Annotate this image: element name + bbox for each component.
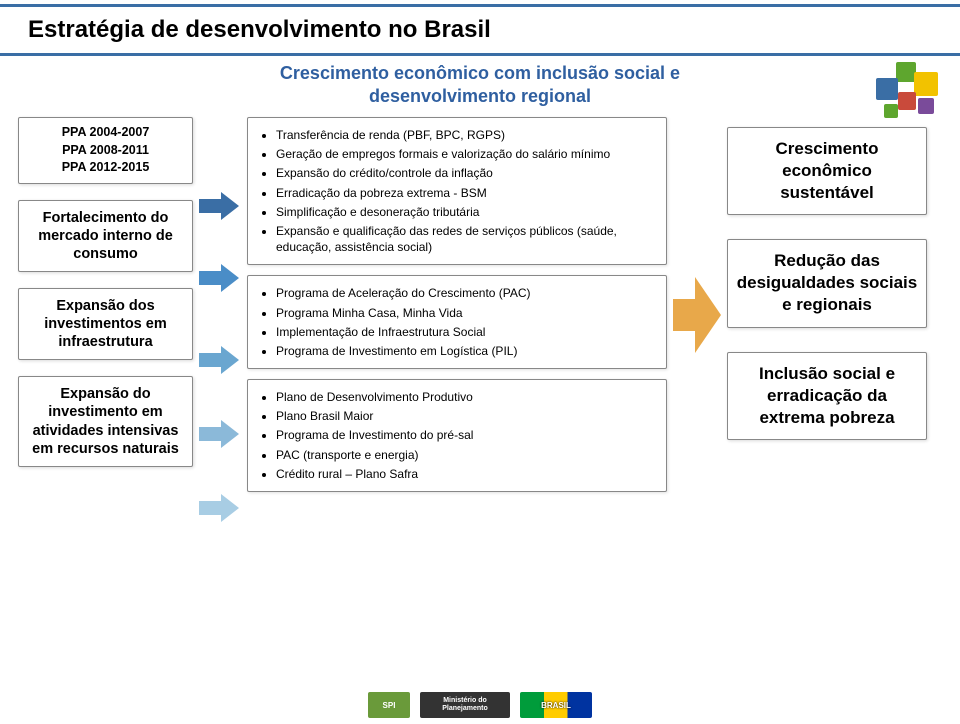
arrow-icon	[199, 494, 241, 522]
list-item: Crédito rural – Plano Safra	[276, 466, 658, 482]
list-item: Simplificação e desoneração tributária	[276, 204, 658, 220]
logo-spi: SPI	[368, 692, 410, 718]
left-box-2: Expansão dos investimentos em infraestru…	[18, 288, 193, 360]
right-box-2: Redução das desigualdades sociais e regi…	[727, 239, 927, 327]
list-item: Expansão do crédito/controle da inflação	[276, 165, 658, 181]
list-item: Plano de Desenvolvimento Produtivo	[276, 389, 658, 405]
mid-box-1: Transferência de renda (PBF, BPC, RGPS) …	[247, 117, 667, 265]
right-column: Crescimento econômico sustentável Reduçã…	[727, 117, 927, 440]
list-item: PAC (transporte e energia)	[276, 447, 658, 463]
arrow-icon	[199, 420, 241, 448]
arrow-icon	[199, 264, 241, 292]
list-item: Programa Minha Casa, Minha Vida	[276, 305, 658, 321]
middle-column: Transferência de renda (PBF, BPC, RGPS) …	[247, 117, 667, 492]
left-box-3: Expansão do investimento em atividades i…	[18, 376, 193, 467]
arrows-column	[199, 117, 241, 522]
ppa-line: PPA 2008-2011	[27, 142, 184, 160]
arrow-icon	[199, 346, 241, 374]
ppa-line: PPA 2012-2015	[27, 159, 184, 177]
diagram-content: PPA 2004-2007 PPA 2008-2011 PPA 2012-201…	[0, 117, 960, 522]
list-item: Erradicação da pobreza extrema - BSM	[276, 185, 658, 201]
logo-brasil: BRASIL	[520, 692, 592, 718]
list-item: Expansão e qualificação das redes de ser…	[276, 223, 658, 255]
subtitle: Crescimento econômico com inclusão socia…	[220, 62, 740, 107]
logo-mp: Ministério do Planejamento	[420, 692, 510, 718]
list-item: Transferência de renda (PBF, BPC, RGPS)	[276, 127, 658, 143]
corner-decoration	[858, 60, 948, 130]
list-item: Programa de Investimento em Logística (P…	[276, 343, 658, 359]
list-item: Implementação de Infraestrutura Social	[276, 324, 658, 340]
left-box-1: Fortalecimento do mercado interno de con…	[18, 200, 193, 272]
list-item: Programa de Aceleração do Crescimento (P…	[276, 285, 658, 301]
right-box-1: Crescimento econômico sustentável	[727, 127, 927, 215]
footer-logos: SPI Ministério do Planejamento BRASIL	[0, 692, 960, 718]
list-item: Plano Brasil Maior	[276, 408, 658, 424]
left-column: PPA 2004-2007 PPA 2008-2011 PPA 2012-201…	[18, 117, 193, 467]
list-item: Geração de empregos formais e valorizaçã…	[276, 146, 658, 162]
ppa-line: PPA 2004-2007	[27, 124, 184, 142]
list-item: Programa de Investimento do pré-sal	[276, 427, 658, 443]
arrow-icon	[673, 277, 721, 353]
page-title: Estratégia de desenvolvimento no Brasil	[28, 16, 491, 44]
title-bar: Estratégia de desenvolvimento no Brasil	[0, 4, 960, 56]
big-arrow-column	[673, 117, 721, 353]
mid-box-3: Plano de Desenvolvimento Produtivo Plano…	[247, 379, 667, 492]
mid-box-2: Programa de Aceleração do Crescimento (P…	[247, 275, 667, 369]
arrow-icon	[199, 192, 241, 220]
ppa-box: PPA 2004-2007 PPA 2008-2011 PPA 2012-201…	[18, 117, 193, 184]
right-box-3: Inclusão social e erradicação da extrema…	[727, 352, 927, 440]
